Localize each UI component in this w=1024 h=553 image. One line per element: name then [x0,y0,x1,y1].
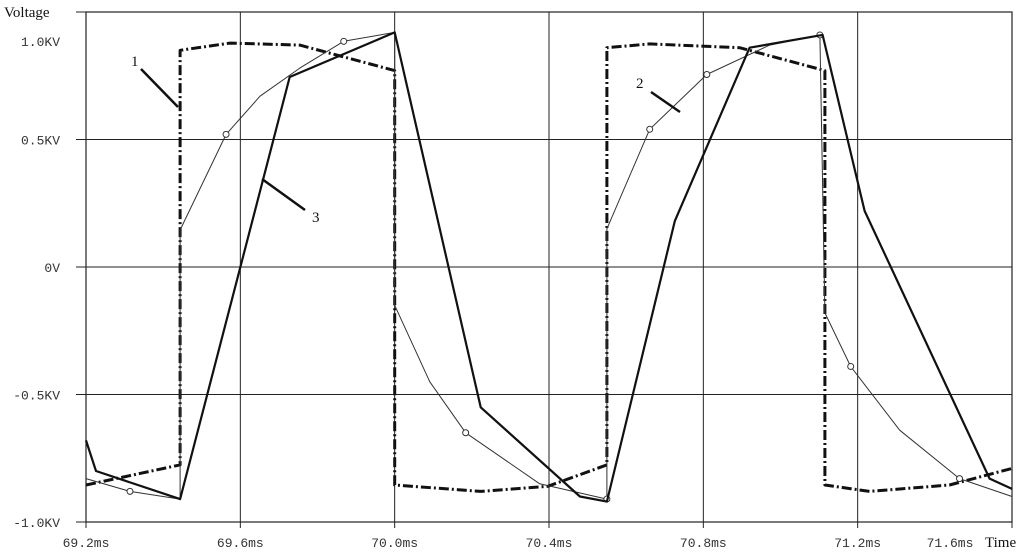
series-group [84,31,1013,503]
series-2-marker [847,362,855,370]
annotation-leader-2 [650,90,681,114]
series-2-marker [340,37,348,45]
series-2-line [85,31,1013,500]
annotation-label-1: 1 [131,54,139,70]
y-tick-label: 0.5KV [21,134,60,149]
y-tick-label: 0V [44,261,60,276]
series-2-marker [222,130,230,138]
series-1-line [85,41,1013,493]
annotation-leader-1 [140,68,179,108]
annotation-label-2: 2 [636,76,644,92]
x-tick-label: 69.6ms [217,536,264,551]
annotations: 1 2 3 [131,54,681,226]
y-tick-label: 1.0KV [21,35,60,50]
x-tick-label: 70.0ms [371,536,418,551]
grid [76,11,1013,528]
series-2-marker [956,475,964,483]
series-3-line [84,31,1013,503]
series-2-marker [646,125,654,133]
x-tick-label: 69.2ms [63,536,110,551]
y-tick-label: -0.5KV [13,389,60,404]
x-tick-label: 70.4ms [526,536,573,551]
annotation-label-3: 3 [312,210,320,226]
y-axis-label: Voltage [4,5,50,21]
x-axis-label: Time [985,535,1016,551]
series-2-marker [126,487,134,495]
series-2-marker [703,70,711,78]
x-tick-label: 71.2ms [834,536,881,551]
x-tick-label: 70.8ms [680,536,727,551]
series-2-marker [462,429,470,437]
y-tick-label: -1.0KV [13,516,60,531]
tick-labels: 69.2ms 69.6ms 70.0ms 70.4ms 70.8ms 71.2ms 71.6… [13,35,973,551]
annotation-leader-3 [261,177,306,212]
x-tick-label: 71.6ms [927,536,974,551]
